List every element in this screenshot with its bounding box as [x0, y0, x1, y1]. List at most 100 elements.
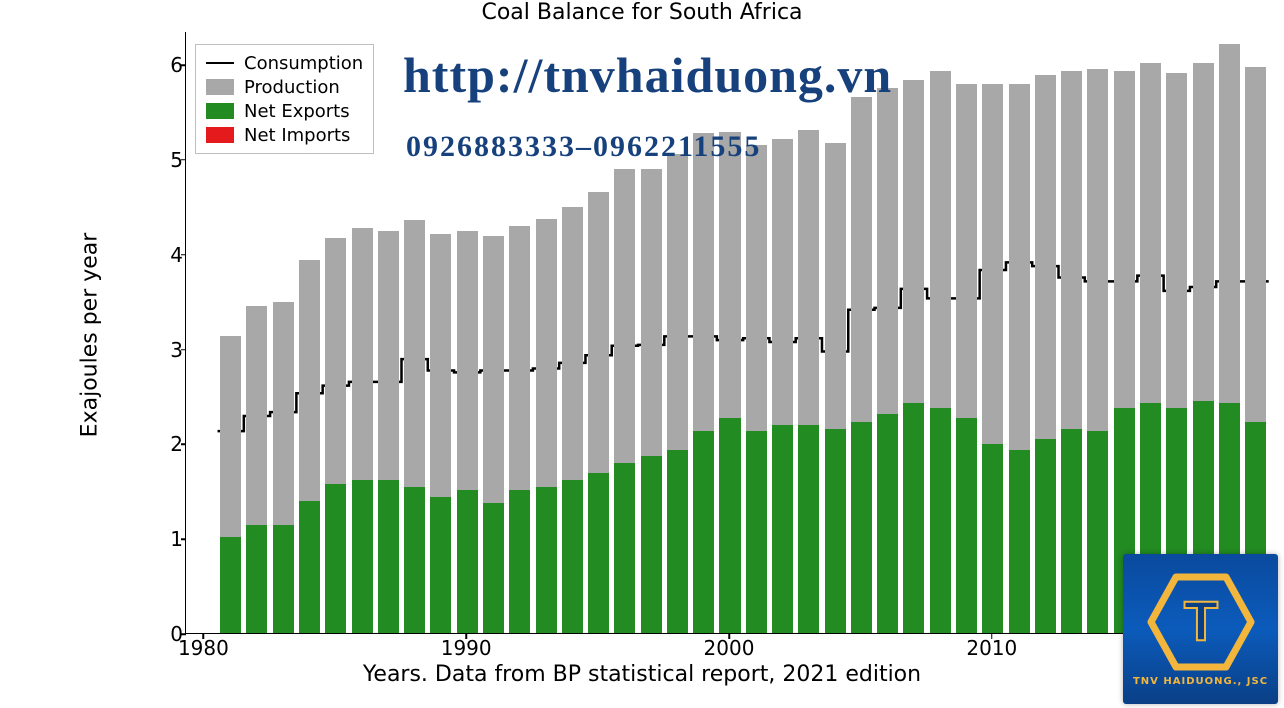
bar-production	[1219, 44, 1240, 402]
bar-production	[693, 133, 714, 431]
bar-net-exports	[273, 524, 294, 633]
bar-production	[378, 231, 399, 480]
bar-production	[483, 236, 504, 503]
legend-item: Production	[206, 75, 363, 99]
bar-production	[956, 84, 977, 418]
bar-production	[457, 231, 478, 490]
bar-net-exports	[693, 430, 714, 633]
bar-net-exports	[667, 449, 688, 633]
bar-production	[641, 169, 662, 455]
bar-production	[1087, 69, 1108, 431]
bar-net-exports	[825, 428, 846, 633]
bar-production	[1061, 71, 1082, 429]
bar-production	[325, 238, 346, 484]
bar-production	[299, 260, 320, 501]
bar-production	[614, 169, 635, 463]
bar-net-exports	[404, 486, 425, 633]
bar-net-exports	[430, 496, 451, 633]
watermark-url: http://tnvhaiduong.vn	[403, 46, 892, 104]
bar-net-exports	[457, 489, 478, 633]
legend-label: Consumption	[244, 53, 363, 74]
company-logo: T TNV HAIDUONG., JSC	[1123, 554, 1278, 704]
bar-production	[930, 71, 951, 408]
bar-production	[1193, 63, 1214, 400]
bar-production	[1009, 84, 1030, 450]
x-tick-label: 1990	[441, 636, 492, 660]
bar-net-exports	[562, 479, 583, 633]
legend-label: Net Imports	[244, 125, 350, 146]
svg-text:T: T	[1183, 589, 1217, 652]
y-tick-label: 6	[133, 53, 183, 77]
bar-production	[273, 302, 294, 525]
x-tick-label: 2010	[966, 636, 1017, 660]
bar-net-exports	[746, 430, 767, 633]
bar-net-exports	[930, 407, 951, 633]
bar-net-exports	[588, 472, 609, 633]
legend-item: Net Imports	[206, 123, 363, 147]
bar-production	[1140, 63, 1161, 402]
bar-production	[1035, 75, 1056, 439]
bar-net-exports	[798, 424, 819, 633]
bar-net-exports	[903, 402, 924, 633]
watermark-phone: 0926883333–0962211555	[406, 130, 761, 164]
bar-net-exports	[246, 524, 267, 633]
x-axis-label: Years. Data from BP statistical report, …	[0, 662, 1284, 687]
bar-production	[851, 97, 872, 421]
legend-item: Consumption	[206, 51, 363, 75]
bar-net-exports	[220, 536, 241, 633]
bar-net-exports	[1087, 430, 1108, 633]
bar-net-exports	[1061, 428, 1082, 633]
y-tick-label: 0	[133, 622, 183, 646]
bar-net-exports	[614, 462, 635, 633]
bar-production	[562, 207, 583, 480]
bar-production	[588, 192, 609, 473]
bar-net-exports	[877, 413, 898, 633]
chart-title: Coal Balance for South Africa	[0, 0, 1284, 25]
bar-production	[536, 219, 557, 487]
bar-production	[877, 88, 898, 414]
y-tick-label: 2	[133, 432, 183, 456]
bar-production	[1114, 71, 1135, 408]
bar-production	[903, 80, 924, 402]
bar-production	[404, 220, 425, 487]
bar-net-exports	[982, 443, 1003, 633]
bar-net-exports	[772, 424, 793, 633]
logo-icon: T	[1146, 572, 1256, 672]
logo-text: TNV HAIDUONG., JSC	[1133, 676, 1268, 687]
legend-item: Net Exports	[206, 99, 363, 123]
bar-net-exports	[483, 502, 504, 633]
bar-production	[430, 234, 451, 497]
bar-net-exports	[1035, 438, 1056, 633]
bar-net-exports	[956, 417, 977, 633]
bar-production	[746, 145, 767, 431]
y-tick-label: 5	[133, 148, 183, 172]
bar-net-exports	[325, 483, 346, 633]
bar-production	[246, 306, 267, 525]
chart-container: Coal Balance for South Africa Exajoules …	[0, 0, 1284, 708]
bar-net-exports	[719, 417, 740, 633]
y-axis-label: Exajoules per year	[78, 233, 103, 438]
bar-production	[825, 143, 846, 429]
y-tick-label: 4	[133, 243, 183, 267]
bar-net-exports	[378, 479, 399, 633]
bar-production	[982, 84, 1003, 444]
bar-net-exports	[299, 500, 320, 633]
bar-net-exports	[352, 479, 373, 633]
bar-production	[719, 132, 740, 418]
bar-net-exports	[509, 489, 530, 633]
bar-production	[509, 226, 530, 490]
bar-production	[352, 228, 373, 480]
bar-net-exports	[1009, 449, 1030, 633]
legend: Consumption Production Net Exports Net Impo…	[195, 44, 374, 154]
bar-net-exports	[851, 421, 872, 633]
x-tick-label: 2000	[704, 636, 755, 660]
bar-production	[798, 130, 819, 426]
bar-net-exports	[641, 455, 662, 633]
y-tick-label: 1	[133, 527, 183, 551]
bar-production	[772, 139, 793, 425]
bar-production	[1245, 67, 1266, 422]
legend-label: Production	[244, 77, 340, 98]
bar-production	[667, 154, 688, 450]
legend-label: Net Exports	[244, 101, 350, 122]
y-tick-label: 3	[133, 338, 183, 362]
